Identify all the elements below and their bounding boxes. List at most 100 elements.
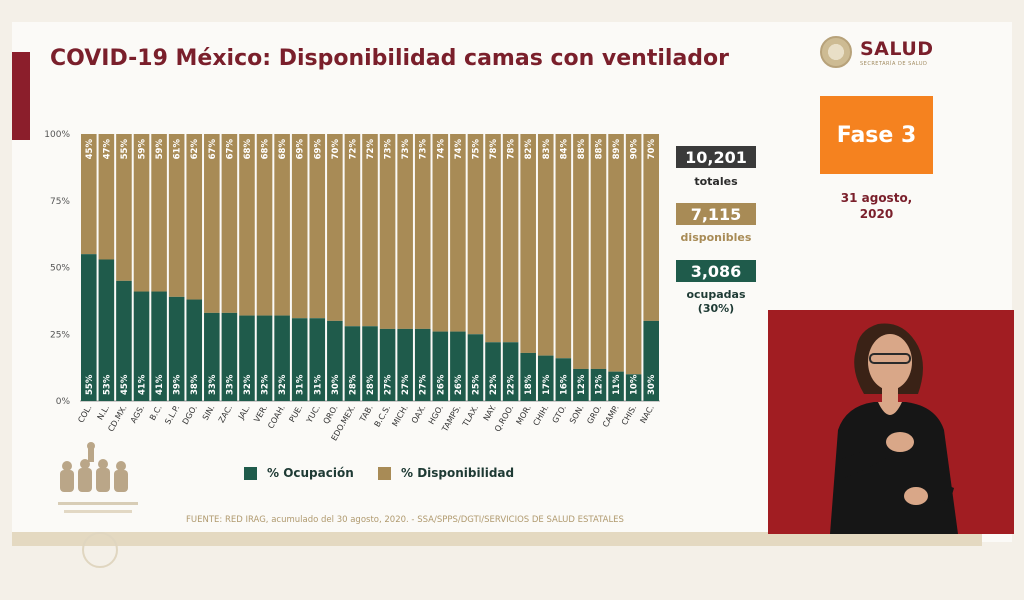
data-label-disponibilidad: 61%: [173, 139, 183, 160]
bar-ocupacion: [221, 312, 238, 401]
bar-ocupacion: [204, 312, 220, 401]
bar-disponibilidad: [291, 134, 308, 319]
bar-disponibilidad: [168, 134, 185, 297]
data-label-ocupacion: 27%: [384, 374, 394, 395]
bar-disponibilidad: [186, 134, 203, 300]
bar-disponibilidad: [625, 134, 642, 375]
bar-ocupacion: [133, 291, 150, 401]
logo-brand: SALUD: [860, 38, 934, 60]
y-tick-label: 50%: [50, 264, 70, 274]
watermark-seal-icon: [82, 532, 118, 568]
bar-disponibilidad: [485, 134, 501, 343]
bar-ocupacion: [239, 315, 255, 401]
x-tick-label: NAC.: [638, 404, 656, 425]
bar-ocupacion: [309, 318, 326, 401]
legend-label-available: % Disponibilidad: [401, 466, 515, 480]
data-label-disponibilidad: 73%: [419, 139, 429, 160]
data-label-disponibilidad: 73%: [401, 139, 411, 160]
chart-title: COVID-19 México: Disponibilidad camas co…: [50, 46, 730, 71]
data-label-ocupacion: 22%: [507, 374, 517, 395]
bar-disponibilidad: [414, 134, 431, 329]
x-tick-label: CHIS.: [620, 404, 639, 427]
bar-disponibilidad: [573, 134, 589, 369]
bar-ocupacion: [98, 259, 115, 401]
data-label-ocupacion: 12%: [577, 374, 587, 395]
bar-disponibilidad: [555, 134, 572, 359]
x-tick-label: JAL.: [236, 404, 252, 422]
bar-ocupacion: [151, 291, 167, 401]
available-beds-label: disponibles: [680, 231, 752, 244]
data-label-ocupacion: 27%: [401, 374, 411, 395]
x-tick-label: SIN.: [201, 404, 217, 422]
legend-item-occupied: % Ocupación: [244, 466, 354, 480]
data-label-ocupacion: 31%: [296, 374, 306, 395]
data-label-disponibilidad: 68%: [278, 139, 288, 160]
data-label-ocupacion: 32%: [261, 374, 271, 395]
bar-ocupacion: [186, 299, 203, 401]
data-label-disponibilidad: 88%: [577, 139, 587, 160]
data-label-disponibilidad: 70%: [647, 139, 657, 160]
data-label-disponibilidad: 47%: [102, 139, 112, 160]
bottom-band: [12, 532, 982, 546]
salud-logo: SALUD SECRETARÍA DE SALUD: [820, 36, 940, 74]
x-tick-label: YUC.: [304, 404, 322, 426]
bar-ocupacion: [291, 318, 308, 401]
x-tick-label: TAB.: [358, 404, 375, 425]
bar-ocupacion: [256, 315, 273, 401]
data-label-ocupacion: 18%: [524, 374, 534, 395]
data-label-ocupacion: 28%: [348, 374, 358, 395]
occupied-beds-label: ocupadas: [686, 288, 746, 301]
legend-swatch-occupied: [244, 466, 257, 480]
data-label-ocupacion: 12%: [594, 374, 604, 395]
data-label-ocupacion: 41%: [138, 374, 148, 395]
source-note: FUENTE: RED IRAG, acumulado del 30 agost…: [186, 515, 624, 525]
x-tick-label: COAH.: [266, 404, 287, 431]
bar-ocupacion: [625, 374, 642, 401]
data-label-ocupacion: 16%: [559, 374, 569, 395]
data-label-disponibilidad: 45%: [85, 139, 95, 160]
x-tick-label: COL.: [76, 404, 93, 425]
bar-ocupacion: [608, 371, 624, 401]
bar-disponibilidad: [379, 134, 396, 329]
interpreter-figure: [830, 323, 958, 534]
bar-disponibilidad: [502, 134, 519, 343]
bar-ocupacion: [344, 326, 361, 401]
data-label-ocupacion: 26%: [436, 374, 446, 395]
bar-ocupacion: [537, 355, 554, 401]
data-label-disponibilidad: 69%: [296, 139, 306, 160]
legend-swatch-available: [378, 466, 391, 480]
data-label-ocupacion: 30%: [647, 374, 657, 395]
data-label-disponibilidad: 90%: [630, 139, 640, 160]
bar-disponibilidad: [450, 134, 466, 332]
data-label-ocupacion: 31%: [313, 374, 323, 395]
x-tick-label: SON.: [568, 404, 586, 426]
x-tick-label: B.C.S.: [373, 404, 393, 429]
data-label-disponibilidad: 84%: [559, 139, 569, 160]
bar-ocupacion: [450, 331, 466, 401]
bar-ocupacion: [168, 296, 185, 401]
data-label-ocupacion: 27%: [419, 374, 429, 395]
data-label-disponibilidad: 62%: [190, 139, 200, 160]
bar-disponibilidad: [116, 134, 132, 281]
bar-disponibilidad: [204, 134, 220, 313]
data-label-ocupacion: 55%: [85, 374, 95, 395]
x-tick-label: CAMP.: [601, 404, 621, 429]
bar-disponibilidad: [608, 134, 624, 372]
bar-disponibilidad: [362, 134, 378, 327]
bar-ocupacion: [573, 368, 589, 401]
bar-ocupacion: [643, 320, 659, 401]
x-tick-label: MOR.: [515, 404, 533, 427]
x-tick-label: DGO.: [181, 404, 199, 427]
x-tick-label: B.C.: [148, 404, 164, 423]
data-label-disponibilidad: 67%: [208, 139, 218, 160]
data-label-disponibilidad: 88%: [594, 139, 604, 160]
y-tick-label: 100%: [44, 130, 70, 140]
bar-disponibilidad: [537, 134, 554, 356]
bar-ocupacion: [467, 334, 484, 401]
data-label-ocupacion: 41%: [155, 374, 165, 395]
bar-disponibilidad: [239, 134, 255, 316]
bar-disponibilidad: [643, 134, 659, 321]
bar-ocupacion: [555, 358, 572, 401]
data-label-disponibilidad: 75%: [471, 139, 481, 160]
